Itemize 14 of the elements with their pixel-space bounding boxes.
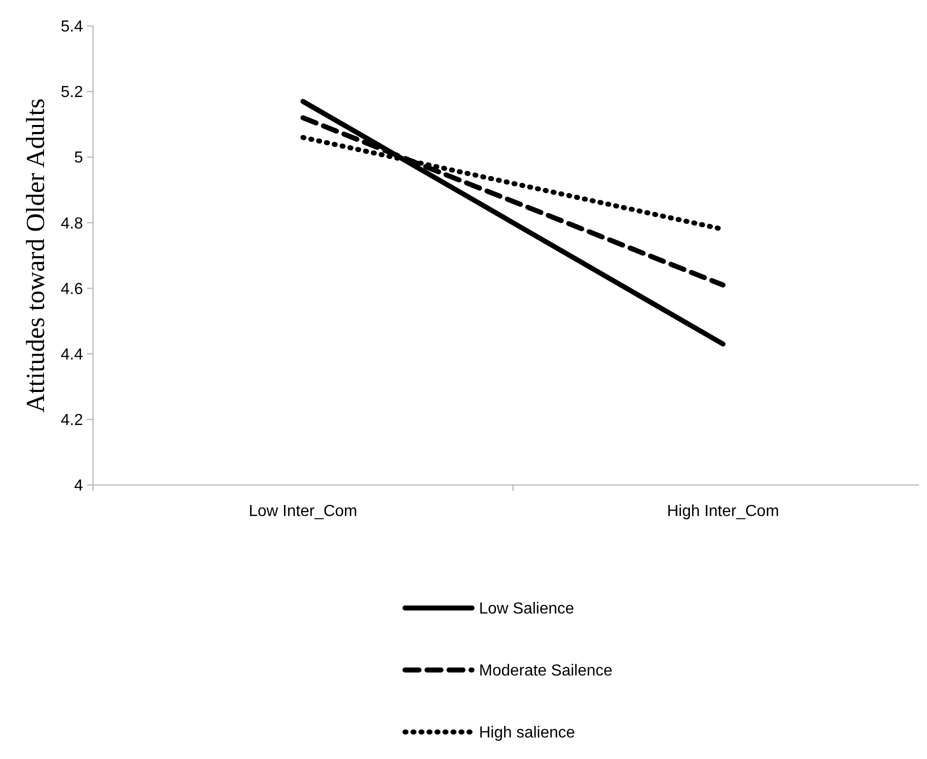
x-tick-label: High Inter_Com	[666, 503, 780, 520]
x-tick-label: Low Inter_Com	[248, 503, 358, 520]
y-axis-title: Attitudes toward Older Adults	[21, 98, 50, 413]
y-tick-label: 5.2	[60, 84, 84, 102]
y-tick-label: 4.6	[60, 280, 84, 298]
y-tick-label: 4.8	[60, 215, 84, 232]
legend-label: Low Salience	[479, 600, 574, 618]
legend-label: High salience	[479, 724, 576, 742]
y-tick-label: 4.2	[60, 412, 84, 430]
y-tick-label: 5.4	[60, 18, 84, 36]
y-tick-label: 4.4	[60, 346, 84, 364]
legend-label: Moderate Sailence	[479, 662, 613, 680]
y-tick-label: 5	[74, 150, 84, 167]
y-tick-label: 4	[74, 478, 84, 495]
